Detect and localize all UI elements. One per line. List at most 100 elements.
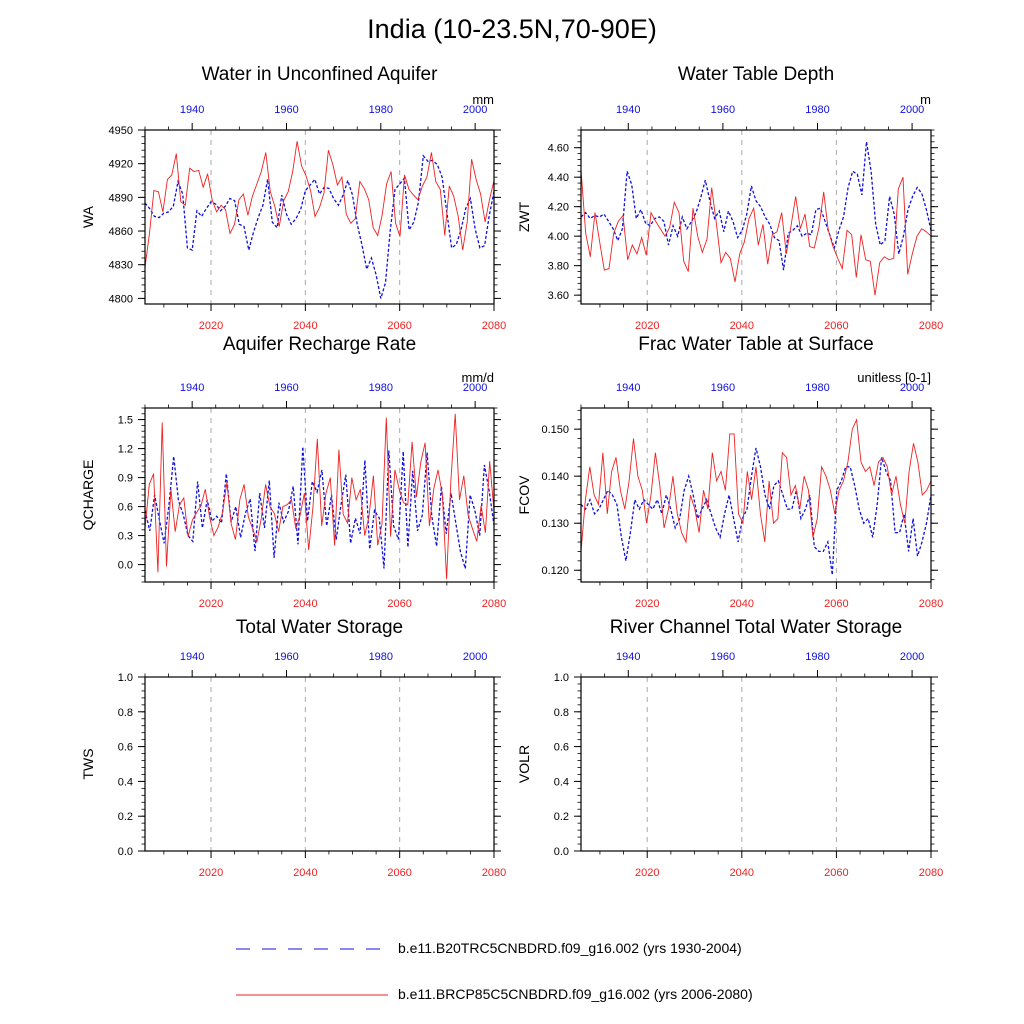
legend-label-future: b.e11.BRCP85C5CNBDRD.f09_g16.002 (yrs 20…	[398, 986, 753, 1002]
x-tick-label-top: 1940	[616, 651, 640, 663]
x-tick-label-top: 1980	[369, 104, 393, 116]
x-tick-label-top: 1960	[711, 104, 735, 116]
units-label: m	[920, 92, 931, 107]
y-tick-label: 0.4	[118, 776, 133, 788]
x-tick-label-top: 1980	[369, 651, 393, 663]
legend-line-dashed	[236, 948, 388, 950]
x-tick-label-top: 1940	[616, 104, 640, 116]
x-tick-label-bottom: 2080	[919, 867, 943, 879]
legend-label-historical: b.e11.B20TRC5CNBDRD.f09_g16.002 (yrs 193…	[398, 940, 742, 956]
x-tick-label-top: 1960	[274, 651, 298, 663]
y-tick-label: 4.40	[548, 172, 569, 184]
y-tick-label: 0.0	[554, 846, 569, 858]
panel-title: Water in Unconfined Aquifer	[202, 64, 439, 85]
y-axis-label: FCOV	[516, 475, 532, 515]
y-tick-label: 0.3	[118, 531, 133, 543]
y-tick-label: 0.9	[118, 473, 133, 485]
y-tick-label: 1.0	[118, 672, 133, 684]
chart-panel-2: Water Table Depth m ZWT 3.60 3.80 4.00 4.20 4.4…	[516, 64, 943, 332]
y-tick-label: 0.4	[554, 776, 569, 788]
x-tick-label-bottom: 2060	[387, 320, 411, 332]
x-tick-label-top: 2000	[463, 651, 487, 663]
y-tick-label: 4.00	[548, 231, 569, 243]
series-line-future	[144, 141, 495, 268]
x-tick-label-bottom: 2020	[199, 598, 223, 610]
plot-frame	[580, 676, 932, 852]
x-tick-label-top: 1960	[274, 104, 298, 116]
x-tick-label-top: 2000	[463, 104, 487, 116]
series-line-historical	[580, 447, 932, 575]
y-axis-label: QCHARGE	[80, 460, 96, 531]
panel-title: Aquifer Recharge Rate	[223, 334, 416, 355]
x-tick-label-bottom: 2060	[387, 598, 411, 610]
figure-title: India (10-23.5N,70-90E)	[367, 14, 657, 44]
units-label: mm/d	[462, 370, 495, 385]
panel-title: River Channel Total Water Storage	[610, 617, 903, 638]
y-tick-label: 0.0	[118, 846, 133, 858]
units-label: mm	[472, 92, 494, 107]
x-tick-label-top: 1960	[711, 382, 735, 394]
series-line-future	[580, 418, 932, 552]
x-tick-label-bottom: 2020	[635, 598, 659, 610]
x-tick-label-top: 1960	[274, 382, 298, 394]
x-tick-label-bottom: 2040	[293, 320, 317, 332]
chart-panel-1: Water in Unconfined Aquifer mm WA 4800 4830 4…	[80, 64, 506, 332]
legend-line-solid	[236, 994, 388, 996]
chart-panel-6: River Channel Total Water Storage VOLR 0.0…	[516, 617, 943, 879]
y-tick-label: 0.8	[554, 707, 569, 719]
series-line-historical	[144, 154, 495, 299]
chart-panel-4: Frac Water Table at Surface unitless [0-1…	[516, 334, 943, 610]
x-tick-label-top: 2000	[463, 382, 487, 394]
y-tick-label: 4890	[109, 192, 133, 204]
plot-frame	[580, 129, 932, 305]
y-axis-label: ZWT	[516, 201, 532, 232]
x-tick-label-bottom: 2040	[730, 598, 754, 610]
y-tick-label: 4800	[109, 293, 133, 305]
x-tick-label-top: 1960	[711, 651, 735, 663]
y-tick-label: 4.60	[548, 143, 569, 155]
x-tick-label-top: 2000	[900, 651, 924, 663]
y-tick-label: 0.6	[118, 502, 133, 514]
chart-panel-5: Total Water Storage TWS 0.0 0.2 0.4 0.6 0.8 1.0…	[80, 617, 506, 879]
x-tick-label-bottom: 2020	[635, 320, 659, 332]
series-line-future	[144, 413, 495, 580]
x-tick-label-top: 1980	[805, 382, 829, 394]
y-axis-label: VOLR	[516, 745, 532, 783]
panel-title: Water Table Depth	[678, 64, 834, 85]
plot-frame	[144, 407, 495, 583]
x-tick-label-bottom: 2060	[824, 320, 848, 332]
x-tick-label-top: 1940	[180, 382, 204, 394]
y-axis-label: WA	[80, 205, 96, 228]
chart-panel-3: Aquifer Recharge Rate mm/d QCHARGE 0.0 0.3 0.…	[80, 334, 506, 610]
plot-frame	[144, 129, 495, 305]
y-tick-label: 3.80	[548, 261, 569, 273]
y-tick-label: 1.2	[118, 444, 133, 456]
panel-title: Total Water Storage	[236, 617, 403, 638]
series-line-future	[580, 169, 932, 296]
y-tick-label: 4950	[109, 125, 133, 137]
x-tick-label-top: 1980	[369, 382, 393, 394]
x-tick-label-bottom: 2040	[293, 867, 317, 879]
x-tick-label-bottom: 2080	[482, 867, 506, 879]
y-tick-label: 4860	[109, 226, 133, 238]
y-tick-label: 1.0	[554, 672, 569, 684]
x-tick-label-bottom: 2020	[199, 320, 223, 332]
y-tick-label: 1.5	[118, 415, 133, 427]
legend-entry-future: b.e11.BRCP85C5CNBDRD.f09_g16.002 (yrs 20…	[236, 986, 836, 1008]
y-tick-label: 0.2	[118, 811, 133, 823]
x-tick-label-top: 1940	[180, 651, 204, 663]
y-tick-label: 4.20	[548, 202, 569, 214]
x-tick-label-top: 2000	[900, 382, 924, 394]
x-tick-label-bottom: 2040	[730, 320, 754, 332]
plot-frame	[144, 676, 495, 852]
x-tick-label-bottom: 2080	[919, 598, 943, 610]
x-tick-label-bottom: 2080	[919, 320, 943, 332]
x-tick-label-bottom: 2040	[293, 598, 317, 610]
x-tick-label-top: 1940	[616, 382, 640, 394]
x-tick-label-bottom: 2020	[199, 867, 223, 879]
x-tick-label-bottom: 2060	[387, 867, 411, 879]
series-line-historical	[144, 446, 495, 569]
y-tick-label: 3.60	[548, 290, 569, 302]
y-tick-label: 0.2	[554, 811, 569, 823]
